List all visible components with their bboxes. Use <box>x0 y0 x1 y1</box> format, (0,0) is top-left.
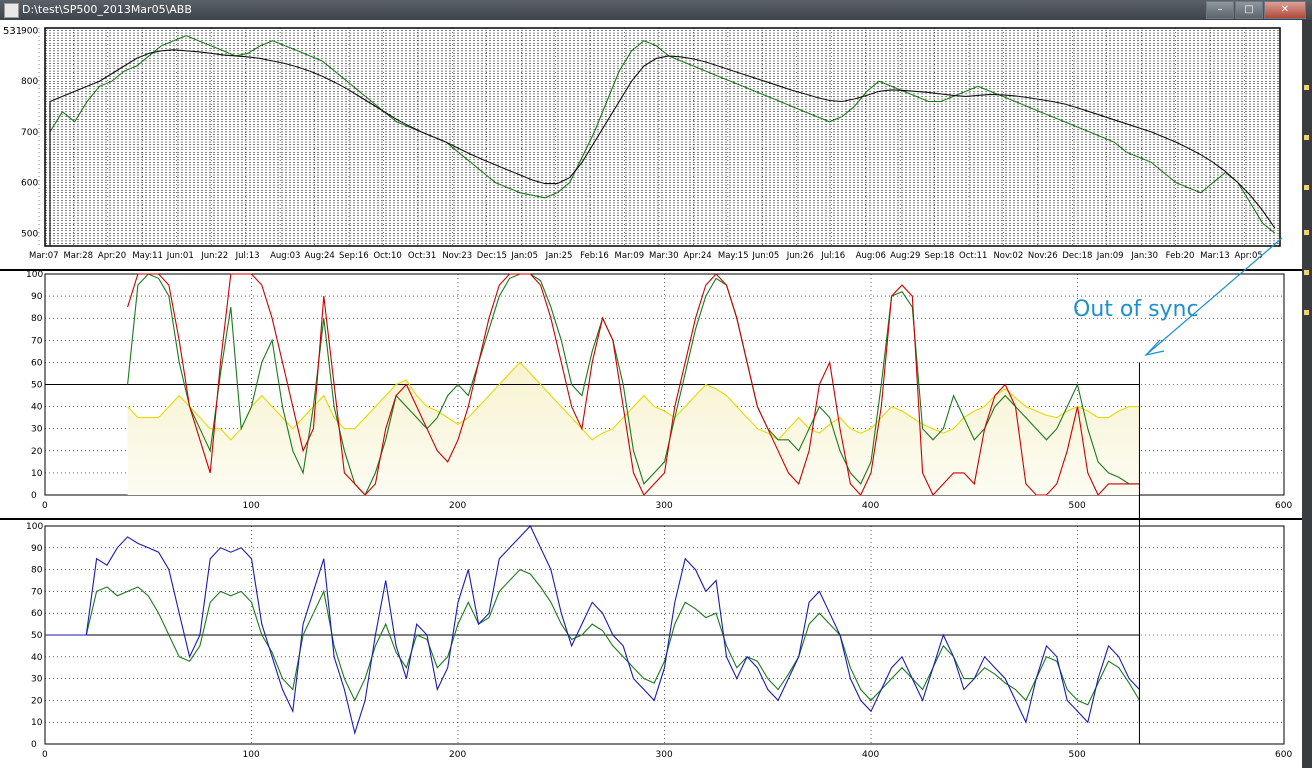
price-x-tick-label: Aug:03 <box>270 251 300 261</box>
price-x-tick-label: Aug:06 <box>856 251 886 261</box>
price-x-tick-label: Apr:24 <box>683 251 711 261</box>
minimize-button[interactable]: – <box>1206 1 1234 19</box>
osc1-y-tick-label: 70 <box>31 336 43 346</box>
osc1-series-line <box>127 273 1140 496</box>
osc2-x-tick-label: 600 <box>1275 750 1292 760</box>
annotation-text: Out of sync <box>1073 297 1199 322</box>
price-x-tick-label: Sep:16 <box>339 251 369 261</box>
osc2-y-tick-label: 40 <box>31 653 43 663</box>
osc2-y-tick-label: 0 <box>31 740 37 750</box>
osc1-y-tick-label: 80 <box>31 314 43 324</box>
osc1-x-tick-label: 100 <box>243 501 260 511</box>
side-strip <box>1302 20 1312 768</box>
osc2-y-tick-label: 90 <box>31 544 43 554</box>
annotation-arrow-line <box>1145 237 1283 356</box>
osc2-x-tick-label: 500 <box>1069 750 1086 760</box>
price-x-tick-label: Jun:01 <box>166 251 194 261</box>
corner-value: 531 <box>3 26 23 37</box>
price-x-tick-label: May:15 <box>718 251 749 261</box>
osc1-y-tick-label: 90 <box>31 292 43 302</box>
osc1-series-line <box>127 273 1140 496</box>
price-x-tick-label: Mar:09 <box>615 251 645 261</box>
price-x-tick-label: Oct:10 <box>373 251 401 261</box>
osc2-series-line <box>45 568 1140 706</box>
osc1-x-tick-label: 0 <box>42 501 48 511</box>
osc1-x-tick-label: 200 <box>449 501 466 511</box>
price-x-tick-label: Oct:31 <box>408 251 436 261</box>
window-titlebar: D:\test\SP500_2013Mar05\ABB – □ ✕ <box>0 0 1312 20</box>
maximize-button[interactable]: □ <box>1235 1 1263 19</box>
price-x-tick-label: Nov:26 <box>1028 251 1058 261</box>
osc2-series-line <box>45 525 1140 736</box>
osc2-y-tick-label: 80 <box>31 566 43 576</box>
osc2-y-tick-label: 60 <box>31 609 43 619</box>
osc1-series-line <box>127 361 1140 441</box>
price-x-tick-label: Aug:24 <box>305 251 335 261</box>
price-x-tick-label: Apr:20 <box>98 251 126 261</box>
price-x-tick-label: Mar:07 <box>29 251 59 261</box>
price-x-tick-label: Dec:18 <box>1062 251 1092 261</box>
price-x-tick-label: Jul:13 <box>235 251 260 261</box>
osc1-x-tick-label: 500 <box>1069 501 1086 511</box>
osc1-y-tick-label: 10 <box>31 469 43 479</box>
price-x-tick-label: Nov:02 <box>993 251 1023 261</box>
osc1-x-tick-label: 400 <box>862 501 879 511</box>
price-y-tick-label: 900 <box>21 27 38 37</box>
price-x-tick-label: Dec:15 <box>477 251 507 261</box>
price-y-tick-label: 800 <box>21 77 38 87</box>
price-x-tick-label: Nov:23 <box>442 251 472 261</box>
price-series-line <box>49 35 1276 234</box>
osc2-x-tick-label: 200 <box>449 750 466 760</box>
osc1-y-tick-label: 50 <box>31 381 43 391</box>
osc2-x-tick-label: 400 <box>862 750 879 760</box>
price-x-tick-label: Aug:29 <box>890 251 920 261</box>
osc2-y-tick-label: 50 <box>31 631 43 641</box>
price-x-tick-label: Jun:22 <box>200 251 228 261</box>
osc2-y-tick-label: 30 <box>31 675 43 685</box>
price-x-tick-label: Sep:18 <box>925 251 955 261</box>
price-x-tick-label: Jun:05 <box>751 251 779 261</box>
app-icon <box>4 3 19 18</box>
osc1-x-tick-label: 600 <box>1275 501 1292 511</box>
osc2-x-tick-label: 0 <box>42 750 48 760</box>
price-x-tick-label: Feb:16 <box>580 251 609 261</box>
osc1-y-tick-label: 30 <box>31 425 43 435</box>
osc2-y-tick-label: 100 <box>26 522 43 532</box>
close-button[interactable]: ✕ <box>1264 1 1306 19</box>
annotation-arrow-head <box>1144 339 1165 357</box>
osc1-y-tick-label: 0 <box>31 491 37 501</box>
osc2-x-tick-label: 100 <box>243 750 260 760</box>
osc2-y-tick-label: 20 <box>31 696 43 706</box>
price-x-tick-label: Mar:30 <box>649 251 679 261</box>
price-x-tick-label: Feb:20 <box>1166 251 1195 261</box>
price-y-tick-label: 700 <box>21 128 38 138</box>
price-x-tick-label: Jan:30 <box>1130 251 1158 261</box>
price-x-tick-label: Oct:11 <box>959 251 987 261</box>
price-x-tick-label: Mar:28 <box>63 251 93 261</box>
price-y-tick-label: 600 <box>21 179 38 189</box>
osc2-y-tick-label: 10 <box>31 718 43 728</box>
price-x-tick-label: Jun:26 <box>786 251 814 261</box>
price-x-tick-label: Jan:09 <box>1096 251 1124 261</box>
osc1-x-tick-label: 300 <box>656 501 673 511</box>
price-x-tick-label: May:11 <box>132 251 163 261</box>
price-series-line <box>49 49 1276 246</box>
osc2-y-tick-label: 70 <box>31 587 43 597</box>
price-x-tick-label: Jul:16 <box>820 251 845 261</box>
price-x-tick-label: Apr:05 <box>1235 251 1263 261</box>
osc1-y-tick-label: 20 <box>31 447 43 457</box>
window-title: D:\test\SP500_2013Mar05\ABB <box>22 3 192 16</box>
price-x-tick-label: Jan:05 <box>510 251 538 261</box>
price-x-tick-label: Jan:25 <box>545 251 573 261</box>
osc1-area-fill <box>127 362 1140 495</box>
osc2-x-tick-label: 300 <box>656 750 673 760</box>
osc1-y-tick-label: 40 <box>31 403 43 413</box>
osc1-y-tick-label: 100 <box>26 270 43 280</box>
price-y-tick-label: 500 <box>21 229 38 239</box>
osc1-y-tick-label: 60 <box>31 358 43 368</box>
price-x-tick-label: Mar:13 <box>1200 251 1230 261</box>
